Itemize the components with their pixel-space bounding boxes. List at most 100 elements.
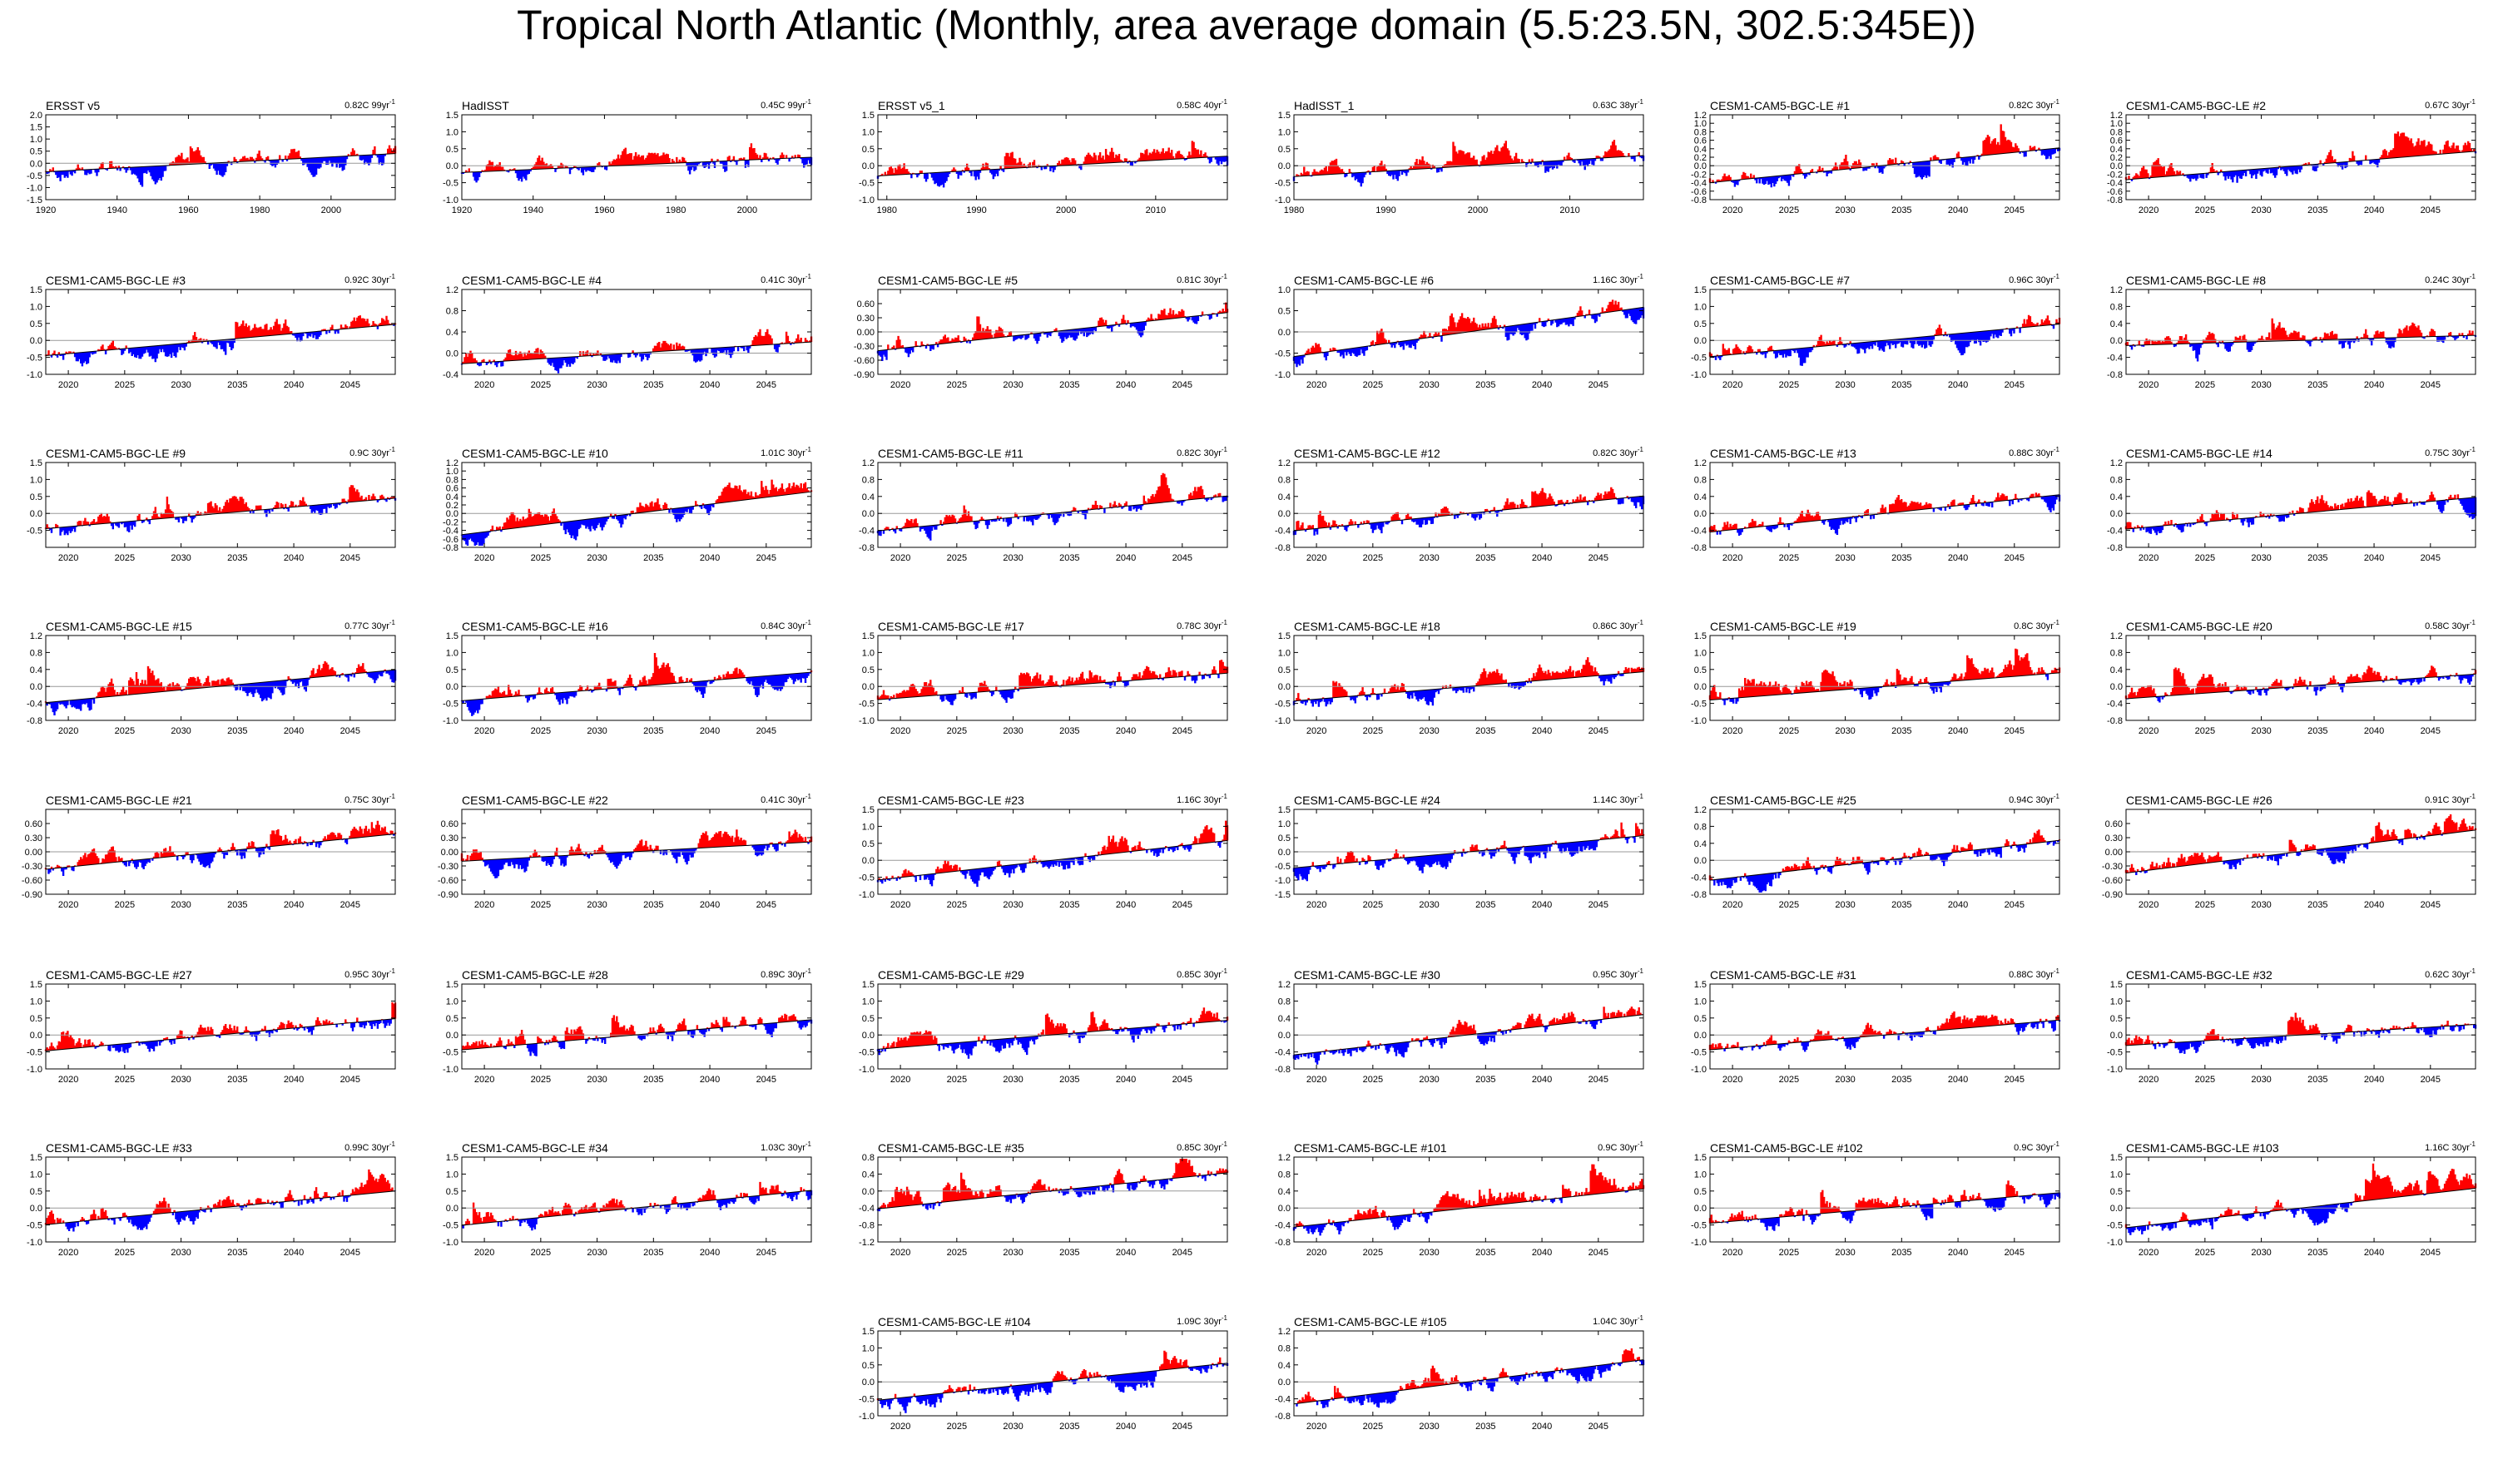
y-tick-label: 0.4: [2110, 145, 2123, 155]
panel-39: CESM1-CAM5-BGC-LE #35 0.85C 30yr-1 -1.2 -0.…: [859, 1140, 1229, 1258]
x-tick-label: 2040: [2364, 1075, 2384, 1085]
x-tick-label: 2045: [340, 900, 360, 910]
panel-12: CESM1-CAM5-BGC-LE #8 0.24C 30yr-1 -0.8 -0.4…: [2107, 273, 2477, 390]
negative-anomaly-area: [1294, 1359, 1645, 1408]
trend-line: [2125, 673, 2476, 700]
positive-anomaly-area: [882, 1007, 1229, 1049]
x-tick-label: 2020: [890, 553, 910, 563]
x-tick-label: 2020: [474, 1248, 494, 1258]
panel-42: CESM1-CAM5-BGC-LE #103 1.16C 30yr-1 -1.0 -0…: [2107, 1140, 2477, 1258]
plot-frame: [1709, 1156, 2060, 1243]
panel-label: CESM1-CAM5-BGC-LE #12: [1294, 447, 1440, 460]
negative-anomaly-area: [47, 834, 395, 876]
y-tick-label: -0.5: [859, 1395, 875, 1405]
y-tick-label: -0.8: [2107, 370, 2123, 380]
panel-2: HadISST 0.45C 99yr-1 -1.0 -0.5 0.0 0.5 1.0 1.5 1…: [443, 98, 813, 215]
y-tick-label: 0.0: [446, 1031, 458, 1041]
trend-line: [1709, 839, 2060, 881]
positive-anomaly-area: [462, 1013, 798, 1050]
panel-label: CESM1-CAM5-BGC-LE #22: [462, 794, 608, 807]
y-tick-label: 0.5: [446, 1014, 458, 1024]
x-tick-label: 2035: [227, 1075, 247, 1085]
x-tick-label: 2025: [2195, 380, 2215, 390]
trend-line: [461, 841, 812, 862]
y-tick-label: 0.0: [446, 161, 458, 171]
positive-anomaly-area: [2124, 318, 2474, 346]
y-tick-label: 0.8: [446, 307, 458, 317]
y-tick-label: -1.0: [859, 1065, 875, 1075]
y-tick-label: -0.8: [27, 716, 42, 726]
panel-11: CESM1-CAM5-BGC-LE #7 0.96C 30yr-1 -1.0 -0.5…: [1691, 273, 2061, 390]
panel-label: CESM1-CAM5-BGC-LE #21: [46, 794, 192, 807]
trend-exponent: -1: [1222, 1314, 1228, 1322]
trend-line: [2125, 334, 2476, 346]
panel-label: CESM1-CAM5-BGC-LE #19: [1710, 620, 1856, 633]
x-tick-label: 2025: [115, 726, 135, 736]
trend-line: [45, 669, 396, 704]
x-tick-label: 2040: [284, 1075, 304, 1085]
y-tick-label: -0.30: [438, 862, 458, 872]
y-tick-label: 1.0: [1278, 819, 1291, 829]
x-tick-label: 2025: [1363, 900, 1383, 910]
x-tick-label: 2020: [2139, 205, 2158, 215]
x-tick-label: 2030: [1419, 1422, 1439, 1432]
y-tick-label: 0.5: [1278, 145, 1291, 155]
panel-4: HadISST_1 0.63C 38yr-1 -1.0 -0.5 0.0 0.5 1.0 1.…: [1275, 98, 1645, 215]
panel-6: CESM1-CAM5-BGC-LE #2 0.67C 30yr-1 -0.8-0.6…: [2107, 98, 2477, 215]
trend-line: [877, 1020, 1228, 1050]
negative-anomaly-area: [888, 674, 1220, 705]
trend-line: [45, 497, 396, 530]
y-tick-label: 1.5: [30, 458, 42, 468]
y-tick-label: 1.0: [446, 648, 458, 658]
y-tick-label: -1.0: [27, 183, 42, 193]
x-tick-label: 2045: [2005, 726, 2025, 736]
panel-35: CESM1-CAM5-BGC-LE #31 0.88C 30yr-1 -1.0 -0.…: [1691, 967, 2061, 1085]
y-tick-label: 1.0: [446, 997, 458, 1007]
panel-label: CESM1-CAM5-BGC-LE #34: [462, 1141, 608, 1155]
y-tick-label: -1.0: [1275, 195, 1291, 205]
y-tick-label: 0.0: [30, 1031, 42, 1041]
panel-label: CESM1-CAM5-BGC-LE #30: [1294, 968, 1440, 982]
y-tick-label: -0.4: [1275, 1221, 1291, 1231]
y-tick-label: 0.8: [1278, 475, 1291, 485]
y-tick-label: 0.5: [2110, 1014, 2123, 1024]
x-tick-label: 2030: [171, 726, 191, 736]
y-tick-label: 1.0: [862, 1343, 875, 1353]
x-tick-label: 2035: [1475, 726, 1495, 736]
plot-frame: [877, 1156, 1228, 1243]
panel-25: CESM1-CAM5-BGC-LE #21 0.75C 30yr-1 -0.90 -0…: [22, 793, 397, 910]
y-tick-label: 1.5: [862, 631, 875, 641]
positive-anomaly-area: [878, 820, 1229, 880]
x-tick-label: 2045: [1172, 900, 1192, 910]
x-tick-label: 2040: [284, 900, 304, 910]
negative-anomaly-area: [1292, 307, 1645, 368]
y-tick-label: -0.90: [22, 890, 42, 900]
trend-exponent: -1: [805, 619, 812, 626]
x-tick-label: 2030: [1835, 1075, 1855, 1085]
positive-anomaly-area: [462, 329, 813, 364]
trend-exponent: -1: [2054, 793, 2060, 800]
y-tick-label: 0.0: [2110, 682, 2123, 692]
x-tick-label: 2040: [1116, 1248, 1136, 1258]
y-tick-label: 0.5: [2110, 1187, 2123, 1197]
y-tick-label: 1.0: [446, 127, 458, 137]
x-tick-label: 2000: [737, 205, 757, 215]
x-tick-label: 2040: [1948, 1248, 1968, 1258]
positive-anomaly-area: [465, 143, 801, 173]
panel-label: HadISST_1: [1294, 99, 1355, 112]
plot-frame: [45, 635, 396, 721]
y-tick-label: -0.4: [2107, 700, 2123, 710]
panel-36: CESM1-CAM5-BGC-LE #32 0.62C 30yr-1 -1.0 -0.…: [2107, 967, 2477, 1085]
x-tick-label: 2030: [171, 1248, 191, 1258]
y-tick-label: 1.2: [1694, 805, 1707, 815]
trend-line: [461, 341, 812, 364]
panel-17: CESM1-CAM5-BGC-LE #13 0.88C 30yr-1 -0.8 -0.…: [1691, 446, 2061, 563]
y-tick-label: 0.0: [1694, 336, 1707, 346]
panel-label: CESM1-CAM5-BGC-LE #7: [1710, 274, 1850, 287]
y-tick-label: 0.0: [1278, 328, 1291, 338]
positive-anomaly-area: [1304, 299, 1623, 355]
trend-exponent: -1: [2470, 273, 2476, 280]
panel-trend: 1.09C 30yr-1: [1177, 1314, 1227, 1327]
trend-exponent: -1: [389, 98, 396, 106]
panel-trend: 0.89C 30yr-1: [761, 967, 811, 980]
